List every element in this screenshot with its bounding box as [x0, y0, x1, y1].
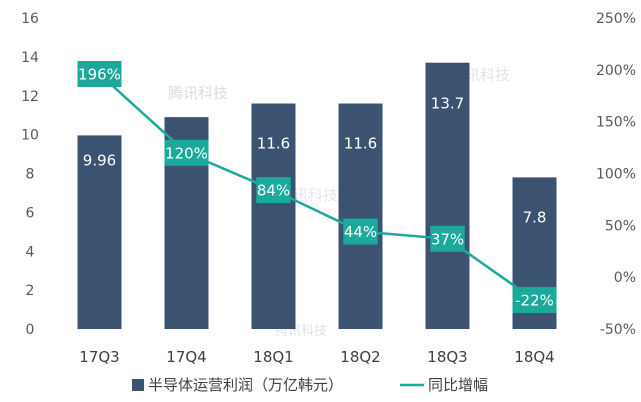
line-layer: 196% 120% 84% 44% 37% -22%: [77, 60, 557, 313]
right-tick-label: 100%: [596, 167, 636, 183]
legend: 半导体运营利润（万亿韩元） 同比增幅: [132, 376, 488, 394]
x-axis: 17Q3 17Q4 18Q1 18Q2 18Q3 18Q4: [79, 348, 554, 366]
left-tick-label: 4: [26, 244, 35, 260]
line-label-box-17Q3: [77, 60, 122, 87]
left-tick-label: 2: [26, 283, 35, 299]
bar-label-18Q1: 11.6: [257, 135, 290, 153]
bar-label-17Q3: 9.96: [83, 151, 116, 169]
right-tick-label: 150%: [596, 115, 636, 131]
bar-18Q3: [425, 62, 470, 330]
left-tick-label: 8: [26, 167, 35, 183]
category-label-18Q3: 18Q3: [427, 348, 467, 366]
line-label-18Q4: -22%: [515, 291, 554, 309]
left-tick-label: 12: [21, 89, 39, 105]
category-label-17Q3: 17Q3: [79, 348, 119, 366]
left-tick-label: 6: [26, 205, 35, 221]
bar-label-18Q3: 13.7: [431, 95, 464, 113]
bar-label-18Q2: 11.6: [344, 135, 377, 153]
line-label-18Q2: 44%: [344, 223, 377, 241]
bar-18Q1: [251, 103, 296, 330]
left-axis: 0 2 4 6 8 10 12 14 16: [21, 11, 39, 338]
right-tick-label: 0%: [614, 270, 636, 286]
watermark-text: 腾讯科技: [168, 84, 228, 102]
line-label-box-18Q1: [256, 177, 291, 204]
left-tick-label: 16: [21, 11, 39, 27]
line-label-box-18Q2: [343, 218, 378, 245]
right-tick-label: 50%: [605, 218, 636, 234]
right-tick-label: 200%: [596, 63, 636, 79]
legend-bar-swatch: [132, 379, 144, 391]
line-label-17Q3: 196%: [78, 65, 121, 83]
category-label-17Q4: 17Q4: [166, 348, 206, 366]
left-tick-label: 0: [26, 322, 35, 338]
bar-label-18Q4: 7.8: [523, 208, 547, 226]
category-label-18Q4: 18Q4: [514, 348, 554, 366]
left-tick-label: 10: [21, 128, 39, 144]
bar-18Q2: [338, 103, 383, 330]
right-tick-label: 250%: [596, 11, 636, 27]
line-label-18Q1: 84%: [257, 182, 290, 200]
right-axis: -50% 0% 50% 100% 150% 200% 250%: [596, 11, 636, 338]
category-label-18Q1: 18Q1: [253, 348, 293, 366]
legend-line-label: 同比增幅: [428, 376, 488, 394]
bar-17Q3: [77, 135, 122, 329]
line-label-box-18Q4: [512, 286, 557, 313]
line-label-box-17Q4: [164, 139, 209, 166]
line-label-box-18Q3: [430, 225, 465, 252]
line-label-17Q4: 120%: [165, 144, 208, 162]
legend-bar-label: 半导体运营利润（万亿韩元）: [148, 376, 343, 394]
left-tick-label: 14: [21, 50, 39, 66]
category-label-18Q2: 18Q2: [340, 348, 380, 366]
right-tick-label: -50%: [600, 322, 636, 338]
line-label-18Q3: 37%: [431, 230, 464, 248]
